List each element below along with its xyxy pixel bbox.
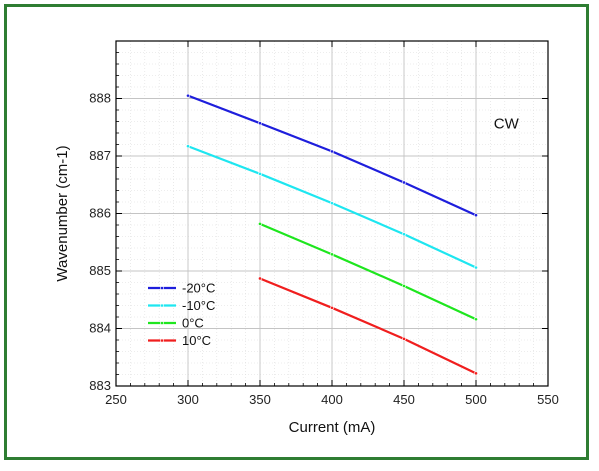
data-point xyxy=(474,317,478,322)
x-tick-label: 350 xyxy=(249,392,271,407)
y-tick-label: 884 xyxy=(89,321,111,336)
data-point xyxy=(258,276,262,281)
y-tick-label: 886 xyxy=(89,206,111,221)
x-tick-label: 450 xyxy=(393,392,415,407)
y-tick-label: 885 xyxy=(89,263,111,278)
data-point xyxy=(186,144,190,149)
data-point xyxy=(330,149,334,154)
series-line-3 xyxy=(259,277,477,375)
data-point xyxy=(474,371,478,376)
data-point xyxy=(330,305,334,310)
data-point xyxy=(258,121,262,126)
y-tick-label: 888 xyxy=(89,91,111,106)
legend-marker-1 xyxy=(160,303,164,308)
data-point xyxy=(330,201,334,206)
annotation-cw: CW xyxy=(494,115,520,132)
series-line-2 xyxy=(259,222,477,321)
x-tick-label: 400 xyxy=(321,392,343,407)
data-point xyxy=(258,171,262,176)
y-axis-title: Wavenumber (cm-1) xyxy=(54,145,71,281)
data-point xyxy=(474,213,478,218)
legend-marker-3 xyxy=(160,338,164,343)
plot-border xyxy=(115,40,549,387)
data-point xyxy=(474,265,478,270)
line-chart: 250 300 350 400 450 500 550 883 884 885 886 887 888 C… xyxy=(54,40,559,436)
x-tick-label: 550 xyxy=(537,392,559,407)
data-point xyxy=(402,336,406,341)
legend-marker-2 xyxy=(160,321,164,325)
figure-frame: 250 300 350 400 450 500 550 883 884 885 886 887 888 C… xyxy=(4,4,589,460)
legend-label-2: 0°C xyxy=(182,316,204,331)
legend-label-1: -10°C xyxy=(182,298,215,313)
data-point xyxy=(186,93,190,98)
y-tick-label: 883 xyxy=(89,378,111,393)
data-point xyxy=(330,252,334,257)
x-tick-label: 250 xyxy=(105,392,127,407)
data-point xyxy=(402,232,406,237)
legend-label-0: -20°C xyxy=(182,281,215,296)
legend-marker-0 xyxy=(160,286,164,290)
data-point xyxy=(402,284,406,288)
y-tick-label: 887 xyxy=(89,148,111,163)
x-tick-label: 300 xyxy=(177,392,199,407)
data-point xyxy=(258,221,262,226)
legend-label-3: 10°C xyxy=(182,333,211,348)
x-tick-label: 500 xyxy=(465,392,487,407)
data-point xyxy=(402,180,406,185)
x-axis-title: Current (mA) xyxy=(289,419,376,436)
